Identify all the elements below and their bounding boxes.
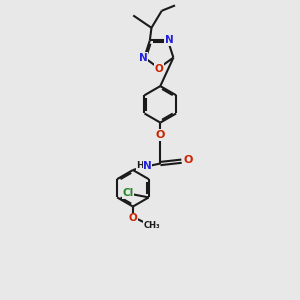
- Text: N: N: [143, 160, 152, 171]
- Text: O: O: [128, 213, 137, 223]
- Text: O: O: [154, 64, 163, 74]
- Text: N: N: [165, 35, 173, 45]
- Text: O: O: [183, 155, 193, 165]
- Text: CH₃: CH₃: [144, 220, 160, 230]
- Text: H: H: [136, 161, 144, 170]
- Text: Cl: Cl: [122, 188, 134, 198]
- Text: N: N: [139, 52, 148, 63]
- Text: O: O: [156, 130, 165, 140]
